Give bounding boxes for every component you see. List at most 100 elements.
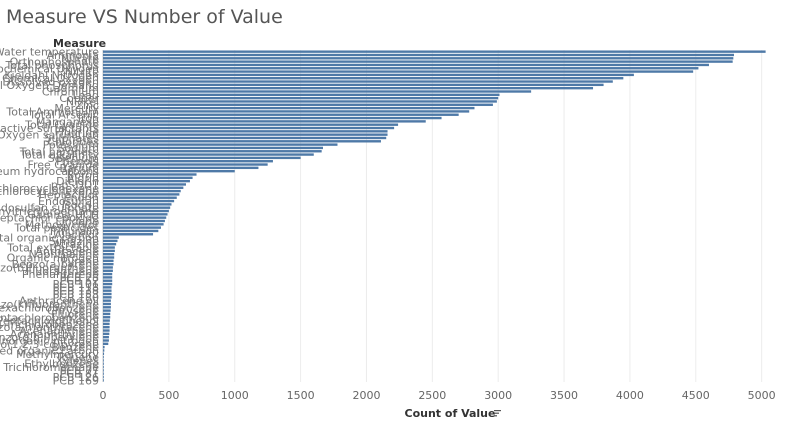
- bar[interactable]: [103, 219, 165, 223]
- bar[interactable]: [103, 289, 112, 292]
- bar[interactable]: [103, 379, 104, 382]
- bar[interactable]: [103, 77, 624, 80]
- bar[interactable]: [103, 335, 109, 339]
- bar[interactable]: [103, 249, 115, 253]
- bar[interactable]: [103, 143, 338, 146]
- bar[interactable]: [103, 113, 459, 116]
- bar[interactable]: [103, 276, 113, 279]
- bar[interactable]: [103, 216, 167, 219]
- bar[interactable]: [103, 53, 734, 57]
- bar[interactable]: [103, 96, 499, 100]
- bar[interactable]: [103, 169, 235, 173]
- bar[interactable]: [103, 369, 104, 372]
- bar[interactable]: [103, 292, 112, 296]
- bar[interactable]: [103, 189, 181, 193]
- bar[interactable]: [103, 103, 493, 106]
- bar[interactable]: [103, 100, 497, 103]
- sort-descending-icon[interactable]: [494, 410, 501, 417]
- bar[interactable]: [103, 256, 115, 259]
- bar[interactable]: [103, 90, 532, 93]
- bar[interactable]: [103, 106, 475, 110]
- bar[interactable]: [103, 176, 193, 180]
- bar[interactable]: [103, 299, 111, 302]
- bar[interactable]: [103, 209, 169, 213]
- bar[interactable]: [103, 243, 117, 246]
- bar[interactable]: [103, 375, 104, 379]
- bar[interactable]: [103, 229, 159, 233]
- bar[interactable]: [103, 203, 172, 206]
- bar[interactable]: [103, 186, 184, 189]
- bar[interactable]: [103, 279, 113, 282]
- bar[interactable]: [103, 156, 301, 160]
- bar[interactable]: [103, 233, 154, 236]
- bar[interactable]: [103, 70, 694, 73]
- bar[interactable]: [103, 123, 399, 126]
- bar[interactable]: [103, 309, 111, 312]
- bar[interactable]: [103, 226, 161, 229]
- bar[interactable]: [103, 319, 110, 322]
- bar[interactable]: [103, 146, 323, 150]
- bar[interactable]: [103, 246, 115, 249]
- bar[interactable]: [103, 206, 171, 209]
- bar[interactable]: [103, 193, 180, 196]
- bar[interactable]: [103, 372, 104, 375]
- bar[interactable]: [103, 236, 119, 239]
- bar[interactable]: [103, 63, 709, 67]
- bar[interactable]: [103, 140, 381, 143]
- bar[interactable]: [103, 136, 387, 140]
- bar[interactable]: [103, 296, 112, 299]
- bar[interactable]: [103, 352, 105, 355]
- bar[interactable]: [103, 282, 113, 286]
- bar[interactable]: [103, 133, 388, 136]
- bar[interactable]: [103, 349, 105, 352]
- bar[interactable]: [103, 345, 105, 349]
- bar[interactable]: [103, 150, 322, 153]
- bar[interactable]: [103, 362, 104, 365]
- bar[interactable]: [103, 183, 186, 186]
- bar[interactable]: [103, 223, 164, 226]
- bar[interactable]: [103, 86, 594, 90]
- bar[interactable]: [103, 359, 104, 362]
- bar[interactable]: [103, 339, 109, 342]
- bar[interactable]: [103, 116, 442, 120]
- bar[interactable]: [103, 50, 766, 53]
- bar[interactable]: [103, 312, 111, 316]
- bar[interactable]: [103, 60, 733, 63]
- bar[interactable]: [103, 259, 114, 263]
- bar[interactable]: [103, 365, 104, 369]
- bar[interactable]: [103, 302, 111, 306]
- bar[interactable]: [103, 166, 259, 170]
- bar[interactable]: [103, 110, 470, 113]
- bar[interactable]: [103, 329, 110, 332]
- bar[interactable]: [103, 306, 111, 309]
- bar[interactable]: [103, 57, 734, 60]
- bar[interactable]: [103, 213, 168, 216]
- bar[interactable]: [103, 262, 114, 266]
- bar[interactable]: [103, 322, 110, 326]
- bar[interactable]: [103, 120, 426, 123]
- bar[interactable]: [103, 266, 113, 269]
- bar[interactable]: [103, 196, 177, 199]
- bar[interactable]: [103, 130, 388, 133]
- bar[interactable]: [103, 179, 190, 183]
- bar[interactable]: [103, 342, 109, 346]
- bar[interactable]: [103, 173, 197, 176]
- bar[interactable]: [103, 199, 175, 203]
- bar[interactable]: [103, 93, 500, 97]
- bar[interactable]: [103, 316, 111, 319]
- bar[interactable]: [103, 67, 699, 70]
- bar[interactable]: [103, 153, 314, 156]
- bar[interactable]: [103, 73, 634, 77]
- bar[interactable]: [103, 355, 104, 359]
- bar[interactable]: [103, 163, 268, 166]
- bar[interactable]: [103, 83, 604, 87]
- bar[interactable]: [103, 272, 113, 276]
- bar[interactable]: [103, 80, 613, 83]
- bar[interactable]: [103, 160, 273, 163]
- bar[interactable]: [103, 126, 395, 130]
- bar[interactable]: [103, 252, 115, 256]
- bar[interactable]: [103, 239, 118, 243]
- bar[interactable]: [103, 286, 112, 289]
- bar[interactable]: [103, 332, 110, 336]
- bar[interactable]: [103, 269, 113, 272]
